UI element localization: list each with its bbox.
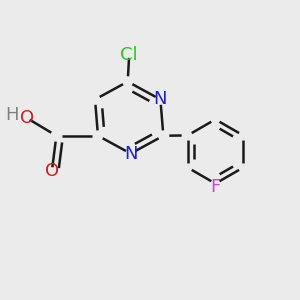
Text: N: N bbox=[124, 145, 137, 163]
Text: H: H bbox=[5, 106, 19, 124]
Text: F: F bbox=[210, 178, 220, 196]
Text: N: N bbox=[154, 91, 167, 109]
Text: O: O bbox=[20, 109, 34, 127]
Text: Cl: Cl bbox=[120, 46, 138, 64]
Text: O: O bbox=[45, 162, 59, 180]
